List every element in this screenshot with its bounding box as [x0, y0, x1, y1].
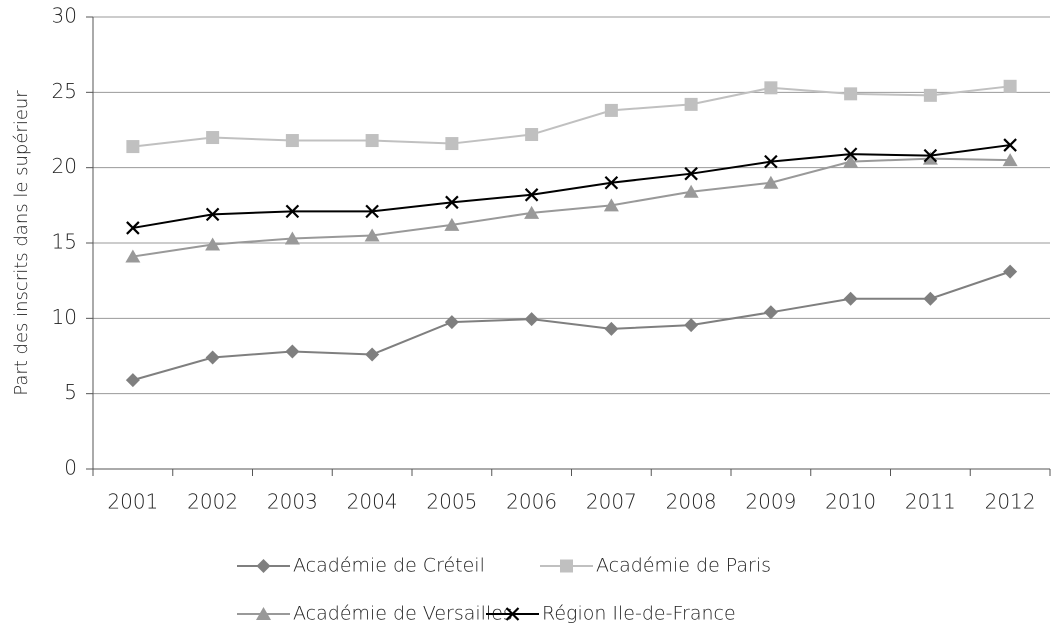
marker: [205, 207, 220, 222]
marker: [843, 291, 858, 306]
marker: [604, 175, 619, 190]
marker: [763, 305, 778, 320]
marker: [560, 559, 573, 573]
x-tick-label: 2007: [586, 490, 637, 514]
series-line: [132, 157, 1011, 258]
marker: [604, 103, 618, 117]
marker: [206, 131, 220, 145]
x-tick-label: 2012: [985, 490, 1036, 514]
x-tick-label: 2009: [745, 490, 796, 514]
marker: [205, 237, 221, 251]
x-tick-label: 2004: [347, 490, 398, 514]
y-axis-label: Part des inscrits dans le supérieur: [11, 90, 32, 396]
x-tick-label: 2001: [107, 490, 158, 514]
marker: [444, 217, 460, 231]
marker: [205, 350, 220, 365]
legend-label: Région Ile-de-France: [542, 603, 736, 625]
marker: [284, 231, 300, 245]
marker: [364, 228, 380, 242]
marker: [525, 128, 539, 142]
marker: [1003, 138, 1017, 152]
marker: [844, 87, 858, 101]
marker: [445, 195, 459, 210]
marker: [684, 318, 699, 333]
marker: [126, 140, 140, 154]
marker: [764, 154, 778, 169]
marker: [922, 151, 938, 165]
x-tick-label: 2005: [426, 490, 477, 514]
x-tick-label: 2002: [187, 490, 238, 514]
marker: [1002, 153, 1018, 167]
marker: [125, 249, 141, 263]
legend-label: Académie de Créteil: [293, 555, 485, 577]
marker: [524, 188, 539, 202]
marker: [444, 315, 459, 330]
series-line: [132, 270, 1011, 382]
marker: [843, 154, 859, 168]
y-tick-label: 15: [52, 230, 77, 254]
series-line: [132, 144, 1011, 229]
marker: [125, 373, 140, 388]
y-tick-label: 0: [64, 456, 77, 480]
x-tick-label: 2006: [506, 490, 557, 514]
marker: [684, 166, 698, 181]
marker: [445, 137, 459, 151]
marker: [1003, 79, 1017, 93]
marker: [365, 204, 379, 219]
x-tick-label: 2010: [825, 490, 876, 514]
legend-label: Académie de Paris: [596, 555, 771, 577]
marker: [684, 97, 698, 111]
marker: [923, 291, 938, 306]
x-tick-label: 2008: [666, 490, 717, 514]
marker: [524, 205, 540, 219]
marker: [256, 607, 271, 620]
x-tick-label: 2003: [267, 490, 318, 514]
x-tick-label: 2011: [905, 490, 956, 514]
marker: [923, 88, 937, 102]
marker: [843, 147, 858, 161]
legend-label: Académie de Versailles: [293, 603, 513, 625]
y-tick-label: 20: [52, 154, 77, 178]
marker: [256, 559, 271, 573]
series-line: [132, 85, 1011, 148]
marker: [603, 198, 619, 212]
marker: [683, 184, 699, 198]
marker: [923, 148, 938, 163]
marker: [365, 134, 379, 148]
y-tick-label: 10: [52, 305, 77, 329]
marker: [604, 321, 619, 336]
marker: [505, 607, 520, 621]
y-tick-label: 30: [52, 4, 77, 28]
marker: [763, 175, 779, 189]
marker: [1003, 264, 1018, 279]
y-tick-label: 25: [52, 79, 77, 103]
marker: [285, 344, 300, 359]
marker: [285, 134, 299, 148]
marker: [365, 347, 380, 362]
marker: [764, 81, 778, 95]
marker: [524, 312, 539, 327]
y-tick-label: 5: [64, 380, 77, 404]
marker: [126, 221, 140, 235]
marker: [285, 204, 300, 219]
